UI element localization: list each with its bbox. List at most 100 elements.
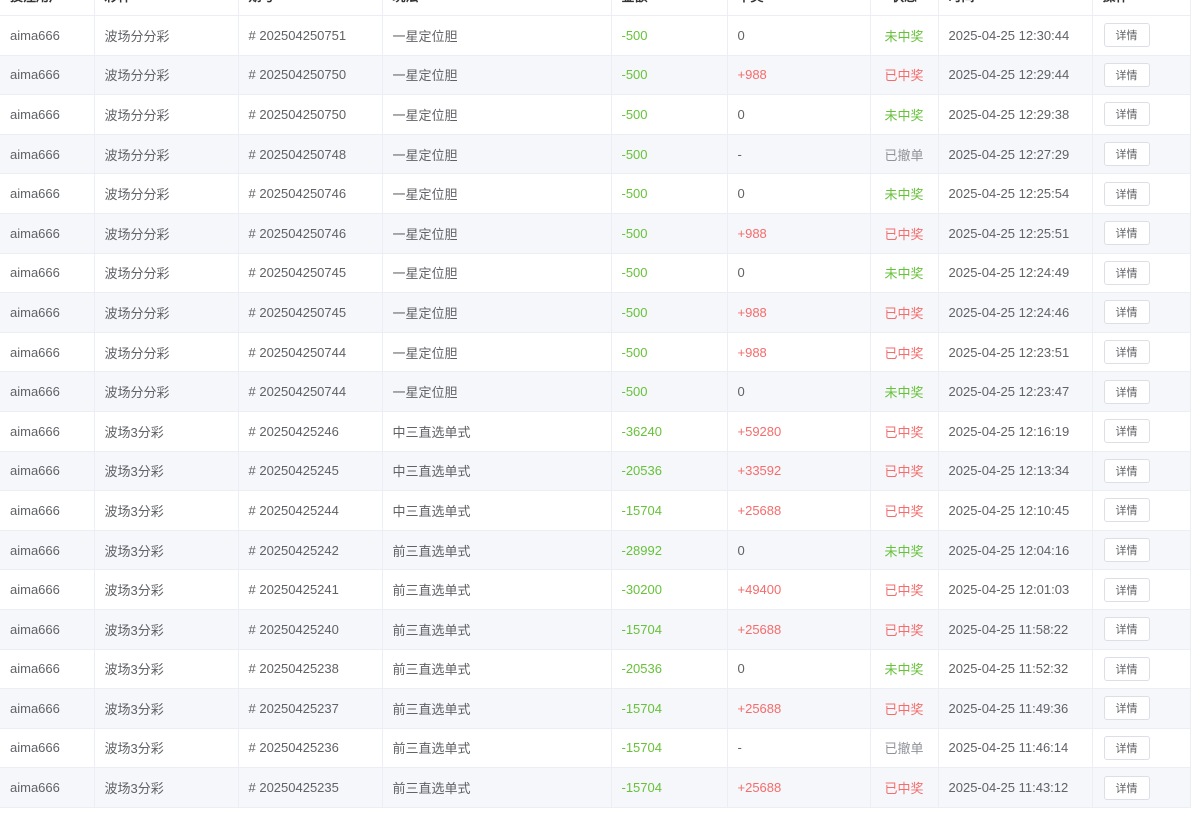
cell-action: 详情 [1092,688,1191,729]
detail-button[interactable]: 详情 [1103,656,1150,681]
cell-win: +25688 [727,688,871,729]
cell-win: +988 [727,292,871,333]
cell-play: 一星定位胆 [382,292,612,333]
detail-button[interactable]: 详情 [1103,340,1150,365]
status-badge: 未中奖 [870,530,939,571]
cell-amount: -500 [611,173,728,214]
detail-button[interactable]: 详情 [1103,62,1150,87]
table-row: aima666 波场分分彩 # 202504250746 一星定位胆 -500 0 未中奖 2… [0,173,1191,214]
cell-lottery: 波场3分彩 [94,530,239,571]
cell-time: 2025-04-25 12:23:47 [938,371,1093,412]
cell-play: 前三直选单式 [382,688,612,729]
cell-amount: -20536 [611,649,728,690]
detail-button[interactable]: 详情 [1103,23,1150,48]
cell-time: 2025-04-25 12:16:19 [938,411,1093,452]
cell-play: 中三直选单式 [382,411,612,452]
cell-win: 0 [727,253,871,294]
cell-issue: # 202504250746 [238,173,383,214]
detail-button[interactable]: 详情 [1103,696,1150,721]
detail-button[interactable]: 详情 [1103,379,1150,404]
cell-issue: # 202504250750 [238,55,383,96]
cell-amount: -500 [611,15,728,56]
detail-button[interactable]: 详情 [1103,102,1150,127]
cell-issue: # 20250425241 [238,569,383,610]
table-row: aima666 波场3分彩 # 20250425244 中三直选单式 -15704 +25… [0,490,1191,531]
cell-amount: -15704 [611,490,728,531]
cell-play: 一星定位胆 [382,253,612,294]
cell-time: 2025-04-25 11:43:12 [938,767,1093,808]
detail-button[interactable]: 详情 [1103,538,1150,563]
status-badge: 已中奖 [870,55,939,96]
cell-user: aima666 [0,649,95,690]
table-row: aima666 波场3分彩 # 20250425246 中三直选单式 -36240 +59… [0,411,1191,452]
cell-user: aima666 [0,173,95,214]
cell-action: 详情 [1092,371,1191,412]
detail-button[interactable]: 详情 [1103,735,1150,760]
detail-button[interactable]: 详情 [1103,142,1150,167]
cell-time: 2025-04-25 12:04:16 [938,530,1093,571]
cell-user: aima666 [0,688,95,729]
cell-user: aima666 [0,451,95,492]
cell-time: 2025-04-25 12:23:51 [938,332,1093,373]
cell-win: +25688 [727,609,871,650]
cell-issue: # 20250425237 [238,688,383,729]
cell-win: 0 [727,649,871,690]
detail-button[interactable]: 详情 [1103,498,1150,523]
cell-amount: -500 [611,134,728,175]
detail-button[interactable]: 详情 [1103,300,1150,325]
status-badge: 已撤单 [870,728,939,769]
table-row: aima666 波场分分彩 # 202504250750 一星定位胆 -500 0 未中奖 2… [0,94,1191,135]
detail-button[interactable]: 详情 [1103,458,1150,483]
cell-play: 一星定位胆 [382,55,612,96]
cell-action: 详情 [1092,15,1191,56]
header-action: 操作 [1092,0,1191,16]
cell-action: 详情 [1092,490,1191,531]
status-badge: 已中奖 [870,292,939,333]
table-row: aima666 波场3分彩 # 20250425241 前三直选单式 -30200 +49… [0,569,1191,610]
cell-win: - [727,728,871,769]
cell-lottery: 波场分分彩 [94,15,239,56]
status-badge: 未中奖 [870,15,939,56]
cell-win: - [727,134,871,175]
table-row: aima666 波场3分彩 # 20250425238 前三直选单式 -20536 0 未中… [0,649,1191,690]
cell-play: 一星定位胆 [382,371,612,412]
cell-user: aima666 [0,94,95,135]
cell-time: 2025-04-25 12:27:29 [938,134,1093,175]
cell-play: 一星定位胆 [382,213,612,254]
cell-user: aima666 [0,292,95,333]
detail-button[interactable]: 详情 [1103,260,1150,285]
detail-button[interactable]: 详情 [1103,419,1150,444]
cell-issue: # 20250425240 [238,609,383,650]
cell-lottery: 波场分分彩 [94,213,239,254]
cell-play: 前三直选单式 [382,728,612,769]
detail-button[interactable]: 详情 [1103,181,1150,206]
cell-win: +49400 [727,569,871,610]
table-row: aima666 波场3分彩 # 20250425237 前三直选单式 -15704 +25… [0,688,1191,729]
detail-button[interactable]: 详情 [1103,775,1150,800]
cell-lottery: 波场3分彩 [94,451,239,492]
cell-amount: -500 [611,55,728,96]
table-row: aima666 波场3分彩 # 20250425236 前三直选单式 -15704- 已撤… [0,728,1191,769]
cell-play: 前三直选单式 [382,767,612,808]
cell-action: 详情 [1092,173,1191,214]
detail-button[interactable]: 详情 [1103,617,1150,642]
cell-issue: # 20250425238 [238,649,383,690]
cell-user: aima666 [0,530,95,571]
cell-win: +988 [727,332,871,373]
status-badge: 已中奖 [870,213,939,254]
status-badge: 已中奖 [870,411,939,452]
cell-time: 2025-04-25 12:24:46 [938,292,1093,333]
detail-button[interactable]: 详情 [1103,577,1150,602]
cell-amount: -500 [611,253,728,294]
detail-button[interactable]: 详情 [1103,221,1150,246]
cell-win: 0 [727,173,871,214]
cell-time: 2025-04-25 11:46:14 [938,728,1093,769]
status-badge: 未中奖 [870,649,939,690]
table-row: aima666 波场分分彩 # 202504250744 一星定位胆 -500 0 未中奖 2… [0,371,1191,412]
cell-issue: # 202504250745 [238,253,383,294]
cell-lottery: 波场分分彩 [94,371,239,412]
cell-time: 2025-04-25 12:10:45 [938,490,1093,531]
cell-play: 一星定位胆 [382,173,612,214]
cell-time: 2025-04-25 11:58:22 [938,609,1093,650]
cell-amount: -500 [611,213,728,254]
